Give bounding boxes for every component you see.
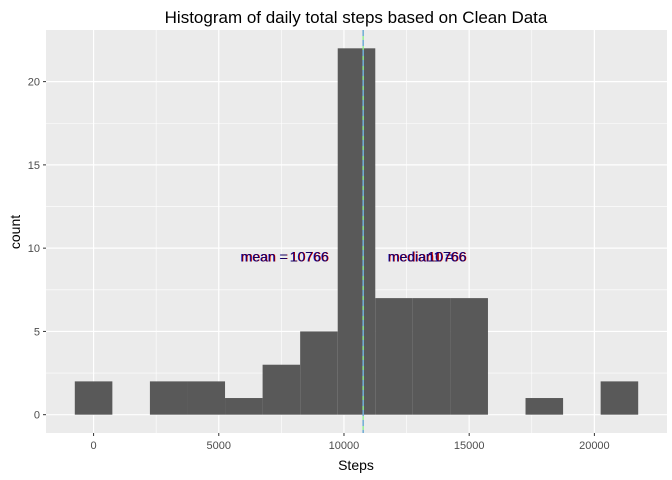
annotation-label-shadow: 10766 (428, 248, 467, 264)
histogram-bar (300, 331, 338, 415)
histogram-bar (600, 381, 639, 415)
x-tick-label: 0 (91, 440, 97, 452)
y-tick-label: 0 (34, 410, 40, 422)
annotation-label-overlay: median1 = (387, 248, 453, 264)
annotation-label-overlay: 10766 (427, 248, 466, 264)
histogram-bar (337, 48, 376, 415)
annotation-label: 10766 (290, 248, 329, 264)
annotation-label-shadow: median1 = (388, 248, 454, 264)
histogram-bar (74, 381, 113, 415)
x-tick-label: 15000 (454, 440, 485, 452)
x-tick-label: 20000 (579, 440, 610, 452)
y-tick-label: 10 (28, 243, 40, 255)
annotation-label-shadow: mean = (241, 248, 288, 264)
y-axis-title: count (7, 215, 23, 249)
y-tick-label: 15 (28, 160, 40, 172)
histogram-bar (525, 398, 564, 415)
y-tick-label: 20 (28, 77, 40, 89)
histogram-bar (187, 381, 226, 415)
histogram-bar (450, 298, 488, 415)
x-axis-title: Steps (338, 457, 374, 473)
annotation-label-shadow: 10766 (290, 248, 329, 264)
histogram-bar (262, 364, 301, 415)
chart-title: Histogram of daily total steps based on … (165, 8, 548, 27)
annotation-label: mean = (241, 248, 288, 264)
y-tick-label: 5 (34, 326, 40, 338)
annotation-label-overlay: mean = (240, 248, 287, 264)
histogram-bar (149, 381, 188, 415)
x-tick-label: 10000 (329, 440, 360, 452)
annotation-label: median1 = (388, 248, 454, 264)
annotation-label-overlay: 10766 (289, 248, 328, 264)
histogram-bar (225, 398, 263, 415)
histogram-bar (412, 298, 451, 415)
x-tick-label: 5000 (207, 440, 231, 452)
x-axis-ticks: 0 5000 10000 15000 20000 (91, 433, 610, 452)
bars (74, 48, 639, 415)
y-axis-ticks: 0 5 10 15 20 (28, 77, 46, 422)
annotation-label: 10766 (428, 248, 467, 264)
histogram-bar (375, 298, 413, 415)
